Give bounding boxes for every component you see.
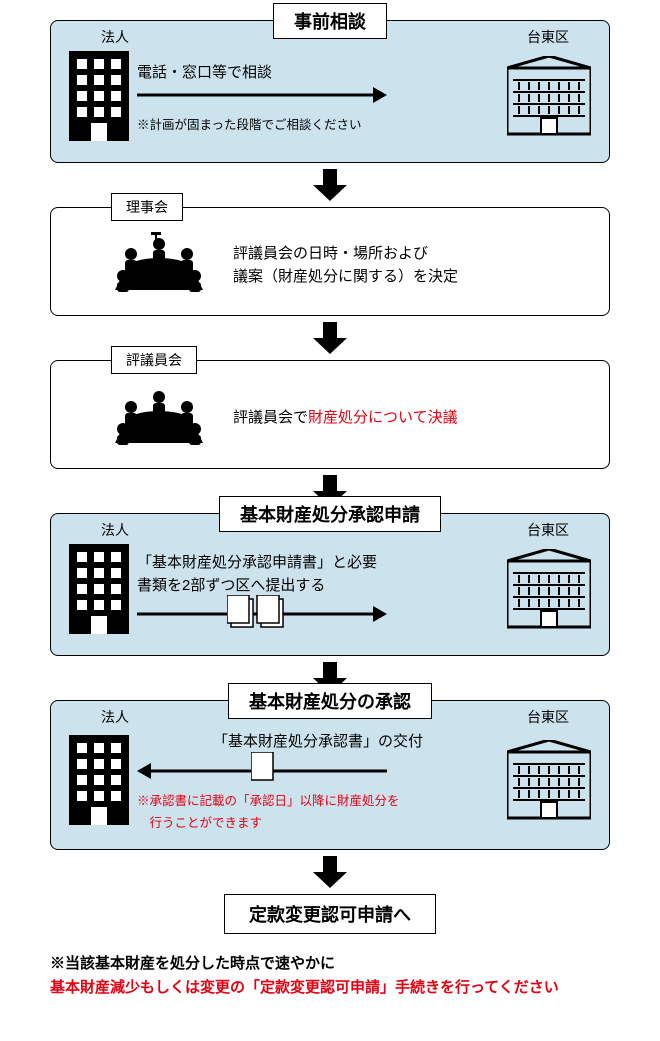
corporation-building-icon	[69, 51, 129, 146]
arrow-right-icon	[137, 84, 387, 106]
document-icon	[251, 752, 275, 788]
step5-right-label: 台東区	[527, 707, 569, 727]
documents-icon	[227, 595, 285, 635]
arrow-down-icon	[313, 169, 347, 201]
step3-badge: 評議員会	[111, 346, 197, 374]
step5-left-label: 法人	[101, 707, 129, 727]
step5-note2: 行うことができます	[150, 814, 500, 833]
step2-badge: 理事会	[111, 193, 183, 221]
corporation-building-icon	[69, 544, 129, 639]
meeting-icon	[109, 385, 209, 452]
step1-right-label: 台東区	[527, 27, 569, 47]
step-application: 基本財産処分承認申請 法人 台東区 「基本財産処分承認申請書」と必要 書類を2部…	[50, 513, 610, 656]
footnote-line2: 基本財産減少もしくは変更の「定款変更認可申請」手続きを行ってください	[50, 976, 620, 1000]
step1-left-label: 法人	[101, 27, 129, 47]
footnote: ※当該基本財産を処分した時点で速やかに 基本財産減少もしくは変更の「定款変更認可…	[50, 952, 620, 1000]
step3-red: 財産処分について決議	[308, 409, 458, 426]
meeting-icon	[109, 232, 209, 299]
final-step: 定款変更認可申請へ	[224, 894, 436, 934]
step4-right-label: 台東区	[527, 520, 569, 540]
footnote-line1: ※当該基本財産を処分した時点で速やかに	[50, 952, 620, 976]
step-council-meeting: 評議員会 評議員会で財産処分について決議	[50, 360, 610, 469]
corporation-building-icon	[69, 735, 129, 830]
step-consultation: 事前相談 法人 台東区 電話・窓口等で相談 ※計画が固まった段階でご相談ください	[50, 20, 610, 163]
arrow-down-icon	[313, 322, 347, 354]
step4-line1: 「基本財産処分承認申請書」と必要	[137, 552, 499, 575]
step3-prefix: 評議員会で	[233, 409, 308, 426]
step1-text: 電話・窓口等で相談	[137, 62, 499, 85]
step1-note: ※計画が固まった段階でご相談ください	[137, 116, 499, 135]
step4-left-label: 法人	[101, 520, 129, 540]
step4-line2: 書類を2部ずつ区へ提出する	[137, 575, 499, 598]
step5-note1: ※承認書に記載の「承認日」以降に財産処分を	[137, 792, 499, 811]
ward-office-icon	[507, 56, 591, 141]
step1-title: 事前相談	[273, 3, 387, 39]
step-approval: 基本財産処分の承認 法人 台東区 「基本財産処分承認書」の交付 ※承認書に記載の…	[50, 700, 610, 850]
arrow-down-icon	[313, 856, 347, 888]
step4-title: 基本財産処分承認申請	[219, 496, 441, 532]
step2-text1: 評議員会の日時・場所および	[233, 243, 458, 266]
ward-office-icon	[507, 549, 591, 634]
step5-line1: 「基本財産処分承認書」の交付	[137, 731, 499, 754]
ward-office-icon	[507, 740, 591, 825]
step2-text2: 議案（財産処分に関する）を決定	[233, 266, 458, 289]
step-board-meeting: 理事会 評議員会の日時・場所および 議案（財産処分に関する）を決定	[50, 207, 610, 316]
step5-title: 基本財産処分の承認	[228, 683, 432, 719]
